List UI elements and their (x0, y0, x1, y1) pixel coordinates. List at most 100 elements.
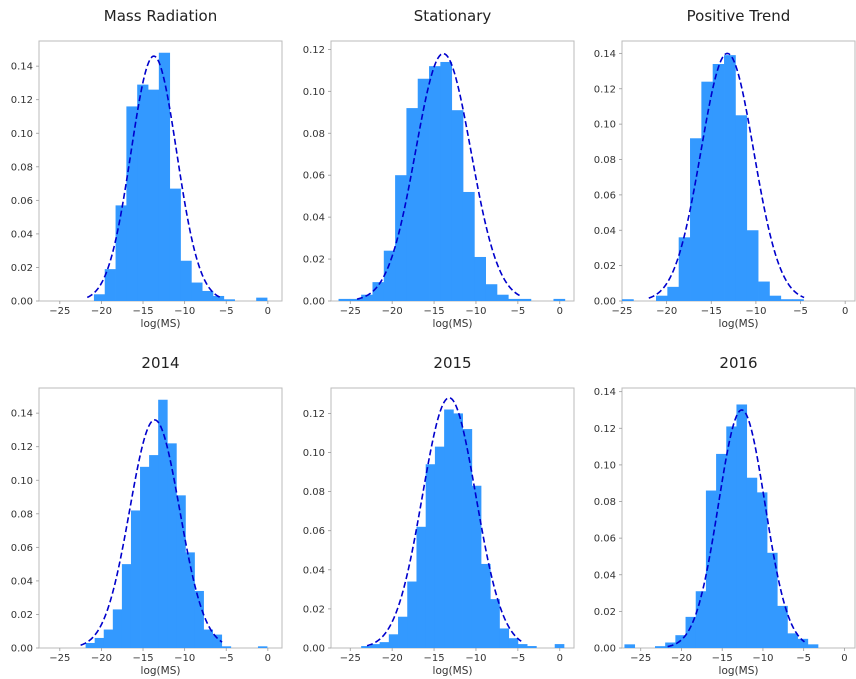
histogram-bar (185, 552, 195, 648)
y-tick-label: 0.12 (11, 442, 33, 453)
histogram-bar (103, 629, 114, 648)
histogram-bar (695, 591, 707, 648)
histogram-bar (767, 552, 778, 648)
histogram-bar (212, 634, 223, 648)
subplot-title: 2014 (141, 354, 179, 372)
histogram-bar (496, 294, 509, 301)
histogram-bar (451, 110, 464, 302)
histogram-bars (624, 404, 819, 648)
subplot-6: 2016 0.00 0.02 0.04 0.06 0.08 0.10 0.12 0.14 −25 −… (594, 354, 856, 677)
x-axis-label: log(MS) (433, 318, 473, 330)
y-tick-label: 0.04 (11, 229, 33, 240)
x-tick-label: −10 (465, 306, 486, 317)
x-tick-label: 0 (557, 653, 563, 664)
y-tick-label: 0.00 (11, 297, 33, 308)
fit-curve (80, 419, 223, 646)
histogram-bar (797, 638, 809, 648)
x-tick-label: −15 (424, 306, 445, 317)
histogram-bar (746, 477, 758, 648)
y-tick-label: 0.06 (11, 196, 33, 207)
histogram-bar (212, 295, 225, 301)
histogram-bar (690, 138, 702, 301)
histogram-bar (406, 108, 419, 301)
x-tick-label: −10 (174, 306, 195, 317)
y-tick-label: 0.10 (11, 476, 33, 487)
subplot-1: Mass Radiation 0.00 0.02 0.04 0.06 0.08 0.10 0.… (11, 7, 283, 330)
x-tick-label: −25 (340, 653, 361, 664)
histogram-bar (701, 81, 714, 302)
histogram-bars (361, 409, 565, 648)
subplot-2: Stationary 0.00 0.02 0.04 0.06 0.08 0.10 0.12 −2… (303, 7, 575, 330)
y-tick-label: 0.12 (11, 95, 33, 106)
histogram-bar (115, 205, 127, 301)
histogram-bar (777, 605, 788, 648)
y-tick-label: 0.10 (594, 460, 616, 471)
y-tick-label: 0.10 (303, 87, 325, 98)
histogram-bar (471, 485, 482, 648)
histogram-bar (485, 284, 498, 301)
histogram-bar (202, 290, 214, 301)
y-tick-label: 0.06 (303, 526, 325, 537)
histogram-bar (169, 188, 181, 301)
y-tick-label: 0.08 (303, 129, 325, 140)
fit-curve (356, 52, 520, 300)
histogram-bar (474, 256, 486, 301)
histogram-bar (194, 590, 204, 648)
histogram-bar (203, 629, 213, 648)
x-tick-label: 0 (841, 653, 847, 664)
histogram-bar (104, 269, 116, 301)
histogram-bar (480, 563, 491, 648)
histogram-bar (787, 633, 798, 648)
histogram-bar (388, 634, 399, 648)
fit-curve (86, 55, 222, 299)
y-tick-label: 0.02 (303, 604, 325, 615)
histogram-bar (434, 446, 445, 648)
histogram-bar (137, 84, 149, 301)
subplot-5: 2015 0.00 0.02 0.04 0.06 0.08 0.10 0.12 −25 −20 −1… (303, 354, 575, 677)
histogram-bar (622, 299, 634, 301)
histogram-bars (338, 61, 566, 302)
x-tick-label: −10 (465, 653, 486, 664)
histogram-bar (158, 399, 168, 648)
x-tick-label: −5 (793, 306, 808, 317)
histogram-bar (756, 492, 768, 648)
y-tick-label: 0.06 (594, 190, 616, 201)
subplot-3: Positive Trend 0.00 0.02 0.04 0.06 0.08 0.10 0.… (594, 7, 856, 330)
fit-curve (648, 52, 805, 299)
y-tick-label: 0.02 (594, 261, 616, 272)
x-tick-label: −10 (745, 306, 766, 317)
x-tick-label: 0 (557, 306, 563, 317)
x-tick-label: −5 (510, 653, 525, 664)
subplot-title: Positive Trend (687, 7, 791, 25)
y-tick-label: 0.06 (303, 171, 325, 182)
y-tick-label: 0.08 (594, 497, 616, 508)
y-tick-label: 0.08 (303, 487, 325, 498)
histogram-bar (191, 282, 203, 301)
y-tick-label: 0.04 (594, 570, 616, 581)
histogram-bar (705, 490, 717, 648)
histogram-bar (792, 299, 804, 301)
histogram-bar (807, 644, 819, 648)
y-tick-label: 0.12 (594, 424, 616, 435)
histogram-bar (349, 298, 362, 301)
histogram-bar (361, 646, 371, 648)
y-tick-label: 0.04 (11, 576, 33, 587)
y-tick-label: 0.10 (11, 129, 33, 140)
y-tick-label: 0.10 (303, 448, 325, 459)
x-axis-label: log(MS) (433, 665, 473, 677)
x-tick-label: 0 (265, 306, 271, 317)
histogram-bar (726, 426, 737, 648)
histogram-bar (370, 644, 380, 648)
histogram-bar (780, 299, 793, 301)
x-tick-label: −25 (630, 653, 651, 664)
x-tick-label: 0 (265, 653, 271, 664)
x-tick-label: −10 (174, 653, 195, 664)
y-tick-label: 0.06 (11, 543, 33, 554)
y-tick-label: 0.14 (11, 409, 33, 420)
x-tick-label: −20 (91, 306, 112, 317)
histogram-bar (508, 298, 520, 301)
y-tick-label: 0.00 (594, 644, 616, 655)
histogram-bar (221, 646, 232, 648)
histogram-bar (444, 409, 454, 648)
